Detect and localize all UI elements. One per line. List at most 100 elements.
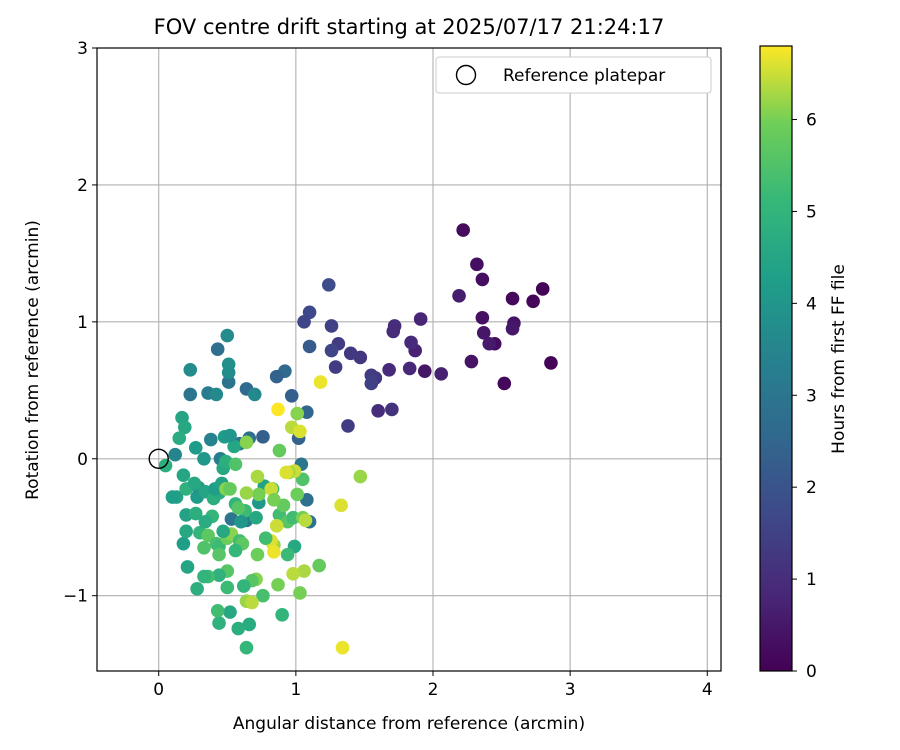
data-point (188, 441, 203, 455)
y-tick-label: −1 (63, 587, 88, 607)
data-point (476, 326, 491, 340)
data-point (284, 388, 299, 403)
data-point (190, 582, 204, 596)
data-point (464, 354, 479, 369)
data-point (334, 498, 348, 513)
data-points (158, 223, 558, 655)
data-point (371, 404, 385, 418)
data-point (245, 595, 259, 610)
data-point (223, 605, 237, 619)
data-point (256, 588, 270, 603)
data-point (221, 357, 236, 372)
data-point (297, 315, 311, 329)
data-point (535, 282, 550, 296)
data-point (250, 469, 265, 484)
colorbar-tick-label: 4 (806, 294, 817, 314)
x-tick-label: 3 (565, 680, 576, 700)
data-point (267, 493, 281, 507)
data-point (223, 428, 237, 443)
colorbar-tick-label: 5 (806, 202, 817, 222)
data-point (227, 439, 241, 454)
data-point (404, 335, 418, 350)
data-point (168, 447, 182, 462)
data-point (258, 531, 273, 545)
data-point (256, 430, 270, 444)
reference-marker (148, 448, 169, 469)
data-point (353, 469, 368, 484)
data-point (197, 540, 211, 555)
x-tick-label: 4 (702, 680, 713, 700)
data-point (298, 513, 313, 528)
data-point (216, 524, 230, 539)
legend-box (435, 56, 712, 94)
data-point (269, 519, 284, 533)
x-axis-ticks: 0 1 2 3 4 (153, 671, 713, 700)
y-tick-label: 3 (77, 39, 88, 59)
data-point (212, 568, 226, 582)
data-point (210, 603, 225, 618)
data-point (293, 424, 307, 439)
data-point (335, 640, 350, 655)
data-point (234, 514, 248, 529)
data-point (212, 616, 226, 630)
colorbar-tick-label: 0 (806, 662, 817, 682)
x-axis-label: Angular distance from reference (arcmin) (233, 714, 585, 734)
x-tick-label: 1 (290, 680, 301, 700)
colorbar-tick-label: 6 (806, 111, 817, 131)
data-point (417, 364, 432, 378)
data-point (290, 406, 305, 421)
data-point (321, 278, 336, 292)
data-point (272, 443, 287, 458)
data-point (497, 376, 512, 391)
data-point (212, 547, 226, 562)
data-point (188, 506, 203, 521)
colorbar-label: Hours from first FF file (829, 264, 849, 454)
data-point (197, 569, 211, 584)
data-point (313, 375, 328, 389)
data-point (324, 343, 339, 358)
data-point (228, 543, 243, 558)
data-point (402, 361, 417, 376)
x-tick-label: 2 (428, 680, 439, 700)
data-point (252, 487, 266, 502)
colorbar (759, 45, 793, 672)
data-point (221, 375, 236, 389)
data-point (220, 580, 235, 595)
colorbar-tick-label: 2 (806, 478, 817, 498)
data-point (210, 342, 225, 357)
data-point (413, 312, 428, 326)
data-point (364, 376, 379, 391)
data-point (204, 432, 218, 447)
data-point (239, 640, 254, 655)
x-tick-label: 0 (153, 680, 164, 700)
data-point (280, 547, 295, 562)
data-point (341, 419, 355, 433)
chart-title: FOV centre drift starting at 2025/07/17 … (154, 15, 665, 39)
legend-marker-icon (455, 64, 477, 86)
data-point (183, 362, 198, 377)
colorbar-tick-label: 3 (806, 386, 817, 406)
data-point (328, 360, 343, 374)
data-point (297, 564, 311, 578)
data-point (267, 545, 281, 559)
data-point (177, 420, 192, 435)
y-tick-label: 0 (77, 450, 88, 470)
data-point (250, 547, 265, 562)
data-point (385, 402, 399, 417)
y-tick-label: 2 (77, 176, 88, 196)
y-axis-label: Rotation from reference (arcmin) (23, 220, 43, 500)
data-point (275, 608, 289, 622)
colorbar-ticks: 0 1 2 3 4 5 6 (792, 111, 817, 682)
data-point (180, 560, 195, 574)
reference-platepar-marker (148, 448, 169, 469)
data-point (228, 457, 243, 472)
data-point (271, 402, 285, 417)
data-point (382, 362, 396, 377)
data-point (302, 339, 317, 354)
data-point (324, 319, 339, 333)
legend: Reference platepar (435, 56, 712, 94)
y-tick-label: 1 (77, 313, 88, 333)
data-point (505, 291, 520, 306)
data-point (209, 387, 224, 402)
data-point (220, 328, 235, 343)
